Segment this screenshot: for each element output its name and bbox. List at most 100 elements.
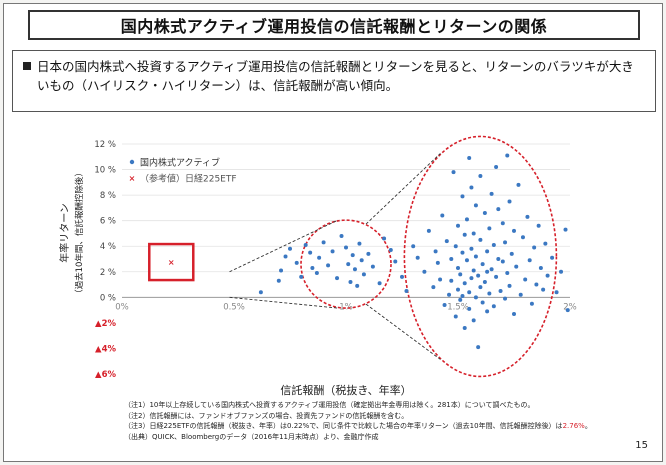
y-axis-title: 年率リターン	[58, 203, 71, 263]
fund-point	[411, 244, 416, 249]
fund-point	[321, 240, 326, 245]
fund-point	[550, 255, 555, 260]
fund-point	[447, 292, 452, 297]
footnote-1: （注1）10年以上存続している国内株式へ投資するアクティブ運用投信（確定拠出年金…	[124, 401, 535, 409]
fund-point	[505, 153, 510, 158]
slide: 国内株式アクティブ運用投信の信託報酬とリターンの関係 日本の国内株式へ投資するア…	[3, 3, 663, 462]
x-tick-label: 1%	[339, 302, 353, 312]
fund-point	[350, 253, 355, 258]
fund-point	[346, 262, 351, 267]
fund-point	[393, 259, 398, 264]
x-tick-label: 0%	[115, 302, 129, 312]
x-tick-label: 2%	[563, 302, 577, 312]
fund-point	[485, 269, 490, 274]
fund-point	[415, 255, 420, 260]
footnote-3-value: 2.76%	[562, 422, 585, 430]
fund-point	[505, 271, 510, 276]
fund-point	[545, 273, 550, 278]
fund-point	[453, 244, 458, 249]
fund-point	[476, 273, 481, 278]
fund-point	[310, 265, 315, 270]
y-tick-label: 2 %	[100, 268, 116, 278]
fund-point	[294, 260, 299, 265]
fund-point	[444, 239, 449, 244]
mid-cost-circle	[300, 219, 392, 309]
fund-point	[500, 221, 505, 226]
fund-point	[366, 251, 371, 256]
connector-line	[229, 219, 339, 273]
fund-point	[523, 277, 528, 282]
fund-point	[518, 292, 523, 297]
fund-point	[299, 274, 304, 279]
connector-line	[229, 296, 339, 309]
fund-point	[357, 241, 362, 246]
fund-point	[478, 237, 483, 242]
fund-point	[471, 231, 476, 236]
fund-point	[435, 260, 440, 265]
fund-point	[370, 264, 375, 269]
fund-point	[473, 254, 478, 259]
fund-point	[469, 185, 474, 190]
fund-point	[485, 249, 490, 254]
fund-point	[487, 291, 492, 296]
fund-point	[462, 326, 467, 330]
fund-point	[440, 213, 445, 218]
fund-point	[536, 223, 541, 228]
fund-point	[496, 257, 501, 261]
fund-point	[348, 280, 353, 284]
fund-point	[355, 283, 360, 288]
fund-point	[442, 303, 447, 307]
page-number: 15	[635, 440, 648, 451]
summary-box: 日本の国内株式へ投資するアクティブ運用投信の信託報酬とリターンを見ると、リターン…	[12, 50, 656, 112]
y-tick-label: 6 %	[100, 217, 116, 227]
fund-point	[498, 288, 503, 293]
x-tick-label: 1.5%	[447, 302, 469, 312]
fund-point	[317, 255, 322, 260]
fund-point	[473, 295, 478, 300]
y-tick-label: ▲6%	[95, 370, 116, 380]
fund-point	[382, 236, 387, 241]
y-tick-label: 0 %	[100, 293, 116, 303]
footnote-3: （注3）日経225ETFの信託報酬（税抜き、年率）は0.22%で、同じ条件で比較…	[124, 421, 644, 432]
fund-point	[456, 265, 460, 270]
fund-point	[339, 234, 344, 238]
fund-point	[554, 290, 559, 295]
fund-point	[469, 246, 474, 251]
y-tick-label: 12 %	[94, 140, 116, 150]
footnote-3-suffix: 。	[584, 422, 592, 430]
fund-point	[507, 283, 512, 288]
fund-point	[462, 232, 467, 237]
fund-point	[449, 257, 454, 261]
fund-point	[335, 276, 340, 281]
fund-point	[563, 227, 568, 232]
fund-point	[543, 241, 548, 246]
fund-point	[433, 249, 438, 254]
y-tick-label: 8 %	[100, 191, 116, 201]
fund-point	[469, 276, 474, 281]
fund-point	[538, 265, 543, 270]
y-tick-label: 10 %	[94, 166, 116, 176]
fund-point	[314, 271, 319, 276]
fund-point	[512, 228, 516, 233]
fund-point	[489, 191, 494, 196]
x-axis-title: 信託報酬（税抜き、年率）	[280, 383, 411, 397]
fund-point	[359, 258, 364, 263]
fund-point	[487, 226, 492, 231]
fund-point	[303, 242, 308, 247]
fund-point	[456, 223, 460, 228]
y-tick-label: ▲2%	[95, 319, 116, 329]
fund-point	[467, 306, 472, 311]
fund-point	[529, 301, 534, 306]
connector-line	[365, 153, 441, 225]
fund-point	[462, 281, 467, 286]
fund-point	[482, 280, 487, 284]
fund-point	[330, 249, 335, 254]
fund-point	[276, 278, 281, 283]
fund-point	[491, 304, 496, 309]
fund-point	[308, 250, 313, 255]
fund-point	[464, 217, 469, 222]
connector-line	[365, 303, 441, 360]
fund-point	[512, 311, 516, 316]
fund-point	[514, 264, 519, 269]
fund-point	[279, 268, 284, 273]
